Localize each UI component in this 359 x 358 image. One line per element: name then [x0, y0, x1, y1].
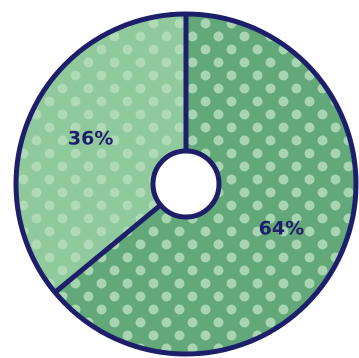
- slice-label-0: 64%: [259, 217, 304, 239]
- center-hole: [150, 148, 222, 220]
- slice-label-1: 36%: [68, 128, 113, 150]
- outer-ring: [13, 11, 359, 357]
- pie-slice-1: [15, 14, 187, 293]
- labels-group: 64% 36%: [68, 128, 304, 240]
